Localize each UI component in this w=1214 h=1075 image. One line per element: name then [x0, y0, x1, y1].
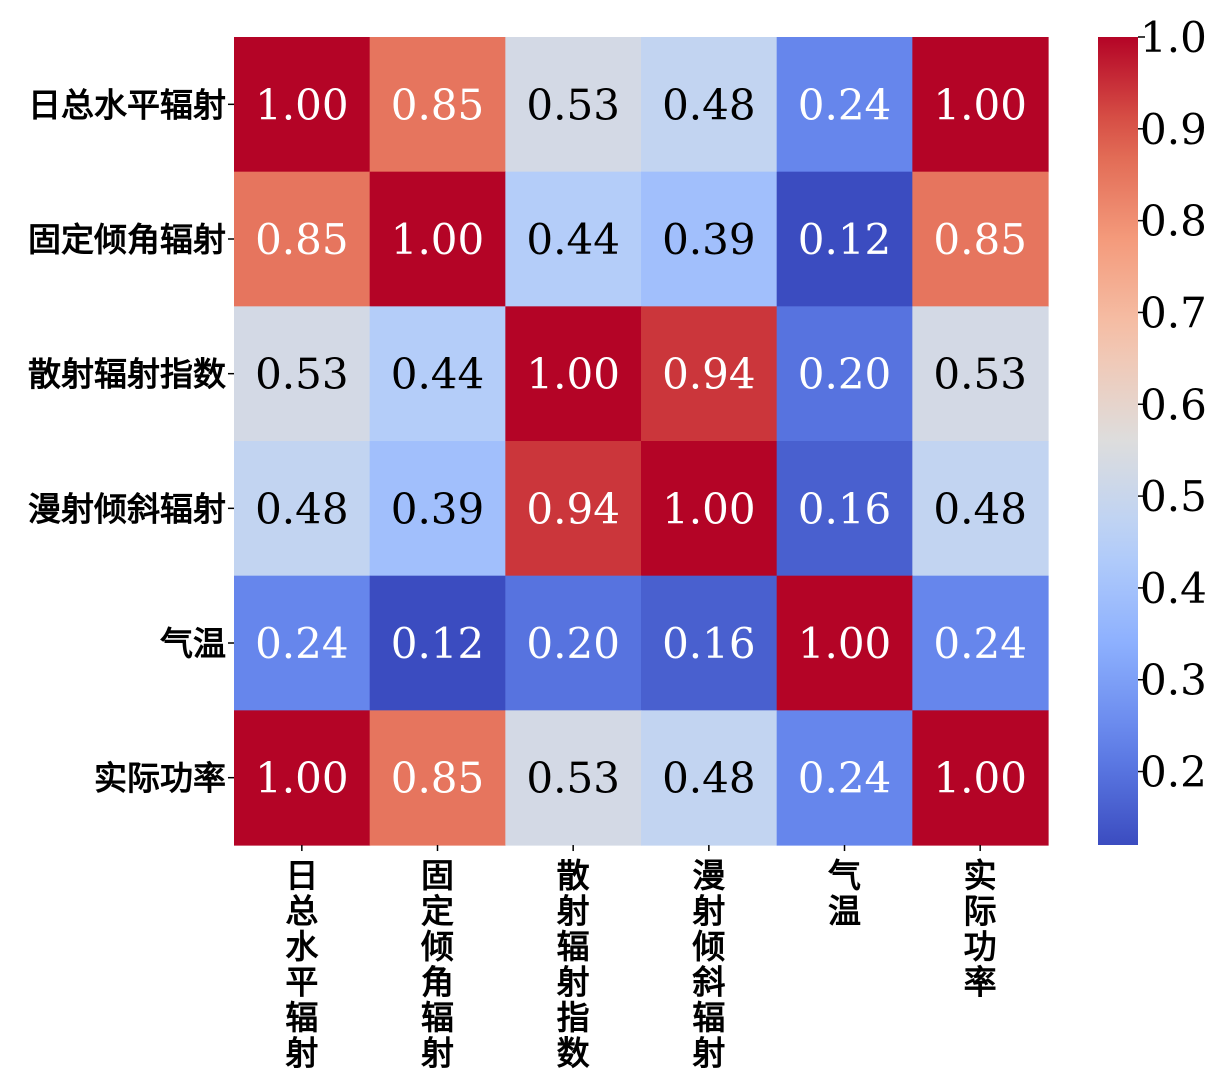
cell-value-label: 0.94 [526, 484, 620, 533]
cell-value-label: 0.53 [933, 350, 1027, 399]
heatmap-cell [776, 37, 913, 173]
cell-value-label: 0.16 [662, 619, 756, 668]
colorbar-tick-label: 0.5 [1140, 472, 1207, 521]
heatmap-cell [369, 306, 506, 442]
x-tick-label: 日总水平辐射 [285, 856, 319, 1073]
heatmap-cell [369, 575, 506, 711]
cell-value-label: 0.20 [798, 350, 892, 399]
heatmap-cell [776, 441, 913, 577]
heatmap-cell [912, 37, 1049, 173]
cell-value-label: 0.24 [798, 754, 892, 803]
cell-value-label: 1.00 [798, 619, 892, 668]
colorbar-tick-label: 1.0 [1140, 13, 1207, 62]
cell-value-label: 0.53 [526, 754, 620, 803]
heatmap-cell [234, 441, 371, 577]
heatmap-cell [234, 171, 371, 307]
cell-value-label: 0.85 [933, 215, 1027, 264]
heatmap-cell [641, 710, 778, 846]
heatmap-cell [641, 171, 778, 307]
heatmap-cell [234, 710, 371, 846]
y-tick-label: 气温 [160, 624, 226, 663]
cell-value-label: 0.12 [391, 619, 485, 668]
cell-value-label: 1.00 [255, 754, 349, 803]
colorbar-gradient [1098, 37, 1138, 845]
colorbar: 0.2 0.3 0.4 0.5 0.6 0.7 0.8 0.9 1.0 [1098, 13, 1207, 845]
cell-value-label: 1.00 [933, 754, 1027, 803]
heatmap-cell [641, 37, 778, 173]
heatmap-cell [234, 575, 371, 711]
heatmap-cell [912, 575, 1049, 711]
cell-value-label: 0.53 [526, 80, 620, 129]
colorbar-tick-label: 0.9 [1140, 105, 1207, 154]
heatmap-cell [369, 171, 506, 307]
x-tick-label: 漫射倾斜辐射 [691, 856, 725, 1073]
y-tick-label: 固定倾角辐射 [28, 220, 226, 259]
colorbar-tick-label: 0.6 [1140, 380, 1207, 429]
heatmap-cell [505, 575, 642, 711]
cell-value-label: 0.39 [391, 484, 485, 533]
y-tick-label: 日总水平辐射 [28, 85, 226, 124]
heatmap-cell [505, 441, 642, 577]
heatmap-cell [776, 575, 913, 711]
x-axis-labels: 日总水平辐射 固定倾角辐射 散射辐射指数 漫射倾斜辐射 气温 实际功率 [285, 845, 997, 1073]
heatmap-cell [912, 306, 1049, 442]
cell-value-label: 0.44 [391, 350, 485, 399]
cell-value-label: 0.20 [526, 619, 620, 668]
colorbar-tick-label: 0.3 [1140, 656, 1207, 705]
heatmap-cell [369, 710, 506, 846]
cell-value-label: 0.39 [662, 215, 756, 264]
cell-value-label: 0.94 [662, 350, 756, 399]
cell-value-label: 0.53 [255, 350, 349, 399]
cell-value-label: 0.85 [255, 215, 349, 264]
cell-value-label: 0.24 [798, 80, 892, 129]
heatmap-cell [234, 37, 371, 173]
cell-value-label: 1.00 [933, 80, 1027, 129]
heatmap-cell [641, 441, 778, 577]
heatmap-cell [641, 575, 778, 711]
heatmap-cell [641, 306, 778, 442]
heatmap-cell [776, 306, 913, 442]
heatmap-cell [776, 171, 913, 307]
heatmap-cell [505, 37, 642, 173]
cell-value-label: 0.12 [798, 215, 892, 264]
heatmap-cell [369, 441, 506, 577]
x-tick-label: 散射辐射指数 [557, 856, 591, 1073]
y-tick-label: 实际功率 [94, 759, 226, 798]
colorbar-tick-label: 0.8 [1140, 197, 1207, 246]
heatmap-cell [912, 171, 1049, 307]
heatmap-cells: 1.00 0.85 0.53 0.48 0.24 1.00 0.85 1.00 0.44 0.39… [234, 37, 1049, 846]
cell-value-label: 0.24 [255, 619, 349, 668]
x-tick-label: 固定倾角辐射 [420, 856, 454, 1073]
cell-value-label: 0.48 [255, 484, 349, 533]
colorbar-tick-label: 0.4 [1140, 564, 1207, 613]
cell-value-label: 0.85 [391, 754, 485, 803]
colorbar-tick-label: 0.2 [1140, 748, 1207, 797]
cell-value-label: 1.00 [391, 215, 485, 264]
x-tick-label: 实际功率 [964, 856, 997, 1002]
cell-value-label: 0.48 [933, 484, 1027, 533]
cell-value-label: 0.48 [662, 80, 756, 129]
cell-value-label: 0.16 [798, 484, 892, 533]
cell-value-label: 0.44 [526, 215, 620, 264]
heatmap-cell [234, 306, 371, 442]
colorbar-tick-label: 0.7 [1140, 288, 1207, 337]
cell-value-label: 0.85 [391, 80, 485, 129]
cell-value-label: 0.24 [933, 619, 1027, 668]
heatmap-cell [505, 306, 642, 442]
heatmap-cell [912, 710, 1049, 846]
heatmap-cell [912, 441, 1049, 577]
y-tick-label: 漫射倾斜辐射 [28, 489, 226, 528]
x-tick-label: 气温 [828, 856, 861, 931]
cell-value-label: 0.48 [662, 754, 756, 803]
cell-value-label: 1.00 [526, 350, 620, 399]
heatmap-cell [369, 37, 506, 173]
heatmap-cell [776, 710, 913, 846]
heatmap-cell [505, 171, 642, 307]
cell-value-label: 1.00 [255, 80, 349, 129]
heatmap-cell [505, 710, 642, 846]
y-tick-label: 散射辐射指数 [28, 355, 227, 394]
cell-value-label: 1.00 [662, 484, 756, 533]
